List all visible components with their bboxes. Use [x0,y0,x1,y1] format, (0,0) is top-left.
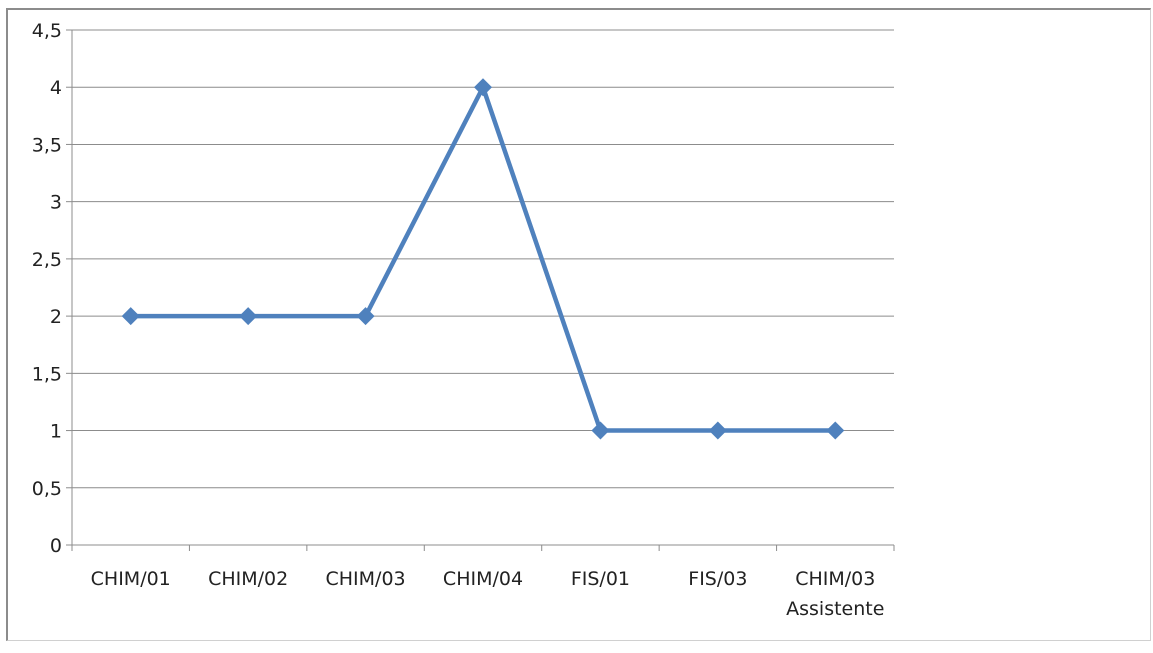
chart-frame: 0 0,5 1 1,5 2 2,5 3 3,5 4 4,5 CHIM/01 CHIM/02 CHIM/… [6,8,1151,641]
y-tick-label: 4,5 [32,20,62,42]
data-point-marker [356,307,375,326]
x-tick-labels: CHIM/01 CHIM/02 CHIM/03 CHIM/04 FIS/01 FIS/03… [91,568,885,620]
x-tick-label: CHIM/02 [208,568,288,590]
x-tick-label: CHIM/04 [443,568,523,590]
grid-lines [72,29,894,489]
x-tick-label: FIS/03 [688,568,747,590]
y-tick-label: 0 [50,535,62,557]
data-point-marker [239,307,258,326]
y-tick-label: 0,5 [32,478,62,500]
data-point-marker [591,421,610,440]
y-tick-label: 2,5 [32,249,62,271]
x-tick-label: CHIM/03 Assistente [786,568,884,620]
y-tick-label: 4 [50,77,62,99]
y-tick-label: 1,5 [32,363,62,385]
data-point-marker [121,307,140,326]
y-tick-label: 3 [50,192,62,214]
y-tick-label: 3,5 [32,134,62,156]
y-tick-label: 1 [50,421,62,443]
y-tick-label: 2 [50,306,62,328]
x-tick-label: CHIM/03 [326,568,406,590]
data-point-marker [708,421,727,440]
data-point-marker [826,421,845,440]
line-chart: 00,511,522,533,544,5 CHIM/01 CHIM/02 CHIM/… [32,20,895,620]
x-tick-label: CHIM/01 [91,568,171,590]
axes [66,29,895,551]
y-tick-labels: 0 0,5 1 1,5 2 2,5 3 3,5 4 4,5 [32,20,62,557]
data-point-marker [474,78,492,97]
x-tick-label: FIS/01 [571,568,630,590]
series-layer [121,78,845,440]
